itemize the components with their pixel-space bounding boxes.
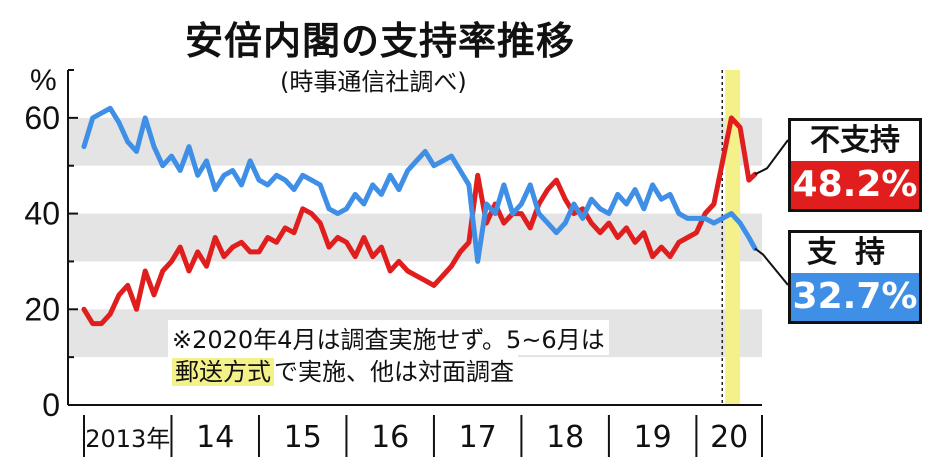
leader-approve (754, 247, 789, 286)
x-tick-label: 18 (546, 420, 584, 455)
x-tick-label: 17 (459, 420, 497, 455)
x-tick-label: 16 (371, 420, 409, 455)
x-tick-label: 14 (196, 420, 234, 455)
y-tick-label: 60 (24, 100, 60, 136)
legend-disapprove: 不支持 48.2% (788, 118, 922, 212)
note-line-2: 郵送方式 で実施、他は対面調査 (168, 352, 518, 387)
series-approve-line (81, 105, 758, 264)
series-disapprove-line (81, 115, 758, 327)
legend-disapprove-value: 48.2% (791, 161, 919, 209)
note-line-1: ※2020年4月は調査実施せず。5~6月は (168, 320, 609, 355)
legend-approve-value: 32.7% (791, 273, 919, 321)
y-axis-unit: % (30, 64, 57, 97)
x-tick-label: 19 (634, 420, 672, 455)
y-tick-label: 20 (24, 291, 60, 327)
y-tick-label: 40 (24, 196, 60, 232)
note-line-2-rest: で実施、他は対面調査 (274, 358, 514, 386)
leader-disapprove (754, 139, 789, 176)
y-tick-label: 0 (42, 387, 60, 423)
legend-disapprove-label: 不支持 (791, 121, 919, 161)
legend-approve-label: 支持 (791, 233, 919, 273)
legend-approve: 支持 32.7% (788, 230, 922, 324)
x-tick-label: 2013年 (85, 425, 170, 453)
chart-title: 安倍内閣の支持率推移 (184, 19, 575, 63)
x-tick-label: 20 (710, 420, 748, 455)
highlight-period (725, 70, 741, 405)
chart-subtitle: (時事通信社調べ) (280, 68, 467, 96)
x-tick-label: 15 (284, 420, 322, 455)
note-highlight: 郵送方式 (172, 358, 274, 386)
